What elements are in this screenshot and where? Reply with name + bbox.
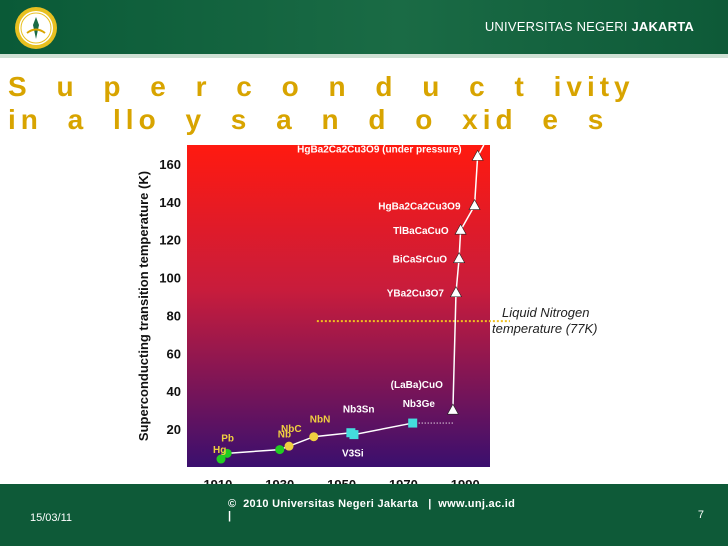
y-tick-label: 140 <box>159 195 181 210</box>
data-point <box>454 223 467 235</box>
slide-date: 15/03/11 <box>30 512 73 524</box>
point-label: Pb <box>221 433 234 444</box>
data-point <box>449 286 462 298</box>
page-number: 7 <box>697 509 704 521</box>
data-points <box>216 149 484 464</box>
slide-footer: 15/03/11 © 2010 Universitas Negeri Jakar… <box>0 484 728 546</box>
y-axis-label: Superconducting transition temperature (… <box>136 171 151 441</box>
point-label: TlBaCaCuO <box>393 226 449 237</box>
data-point <box>284 441 294 451</box>
data-point <box>309 432 319 442</box>
y-axis-ticks: 20 40 60 80 100 120 140 160 <box>159 157 181 437</box>
point-label: BiCaSrCuO <box>393 255 448 266</box>
point-label: Nb3Sn <box>343 405 375 416</box>
copyright-text: © 2010 Universitas Negeri Jakarta | www.… <box>228 498 516 522</box>
point-label: Nb <box>278 430 291 441</box>
y-tick-label: 60 <box>167 346 181 361</box>
point-label: Nb3Ge <box>403 399 436 410</box>
nitrogen-label-line1: Liquid Nitrogen <box>502 305 589 320</box>
y-tick-label: 120 <box>159 233 181 248</box>
point-label: (LaBa)CuO <box>391 380 443 391</box>
nitrogen-label-line2: temperature (77K) <box>492 321 598 336</box>
data-point <box>471 149 484 161</box>
data-point <box>222 448 232 458</box>
point-label: HgBa2Ca2Cu3O9 <box>378 202 461 213</box>
data-point <box>446 403 459 415</box>
y-tick-label: 160 <box>159 157 181 172</box>
slide-header: UNIVERSITAS NEGERI JAKARTA <box>0 0 728 58</box>
data-point <box>468 198 481 210</box>
point-label: YBa2Cu3O7 <box>387 289 445 300</box>
data-point <box>453 252 466 263</box>
university-name: UNIVERSITAS NEGERI JAKARTA <box>484 19 694 34</box>
data-point <box>275 445 285 455</box>
point-label: V3Si <box>342 449 364 460</box>
y-tick-label: 100 <box>159 271 181 286</box>
data-point <box>216 454 226 464</box>
y-tick-label: 80 <box>167 308 181 323</box>
point-label: Hg <box>213 445 226 456</box>
data-point <box>408 418 418 428</box>
y-tick-label: 40 <box>167 384 181 399</box>
point-label: NbC <box>281 424 302 435</box>
y-tick-label: 20 <box>167 422 181 437</box>
point-label: NbN <box>310 415 331 426</box>
plot-area <box>187 145 490 467</box>
slide-title: S u p e r c o n d u c t ivity in a llo y… <box>8 71 635 135</box>
data-point <box>349 430 359 440</box>
point-label: HgBa2Ca2Cu3O9 (under pressure) <box>297 144 462 155</box>
university-seal-icon <box>15 7 57 49</box>
header-stripe <box>0 54 728 58</box>
